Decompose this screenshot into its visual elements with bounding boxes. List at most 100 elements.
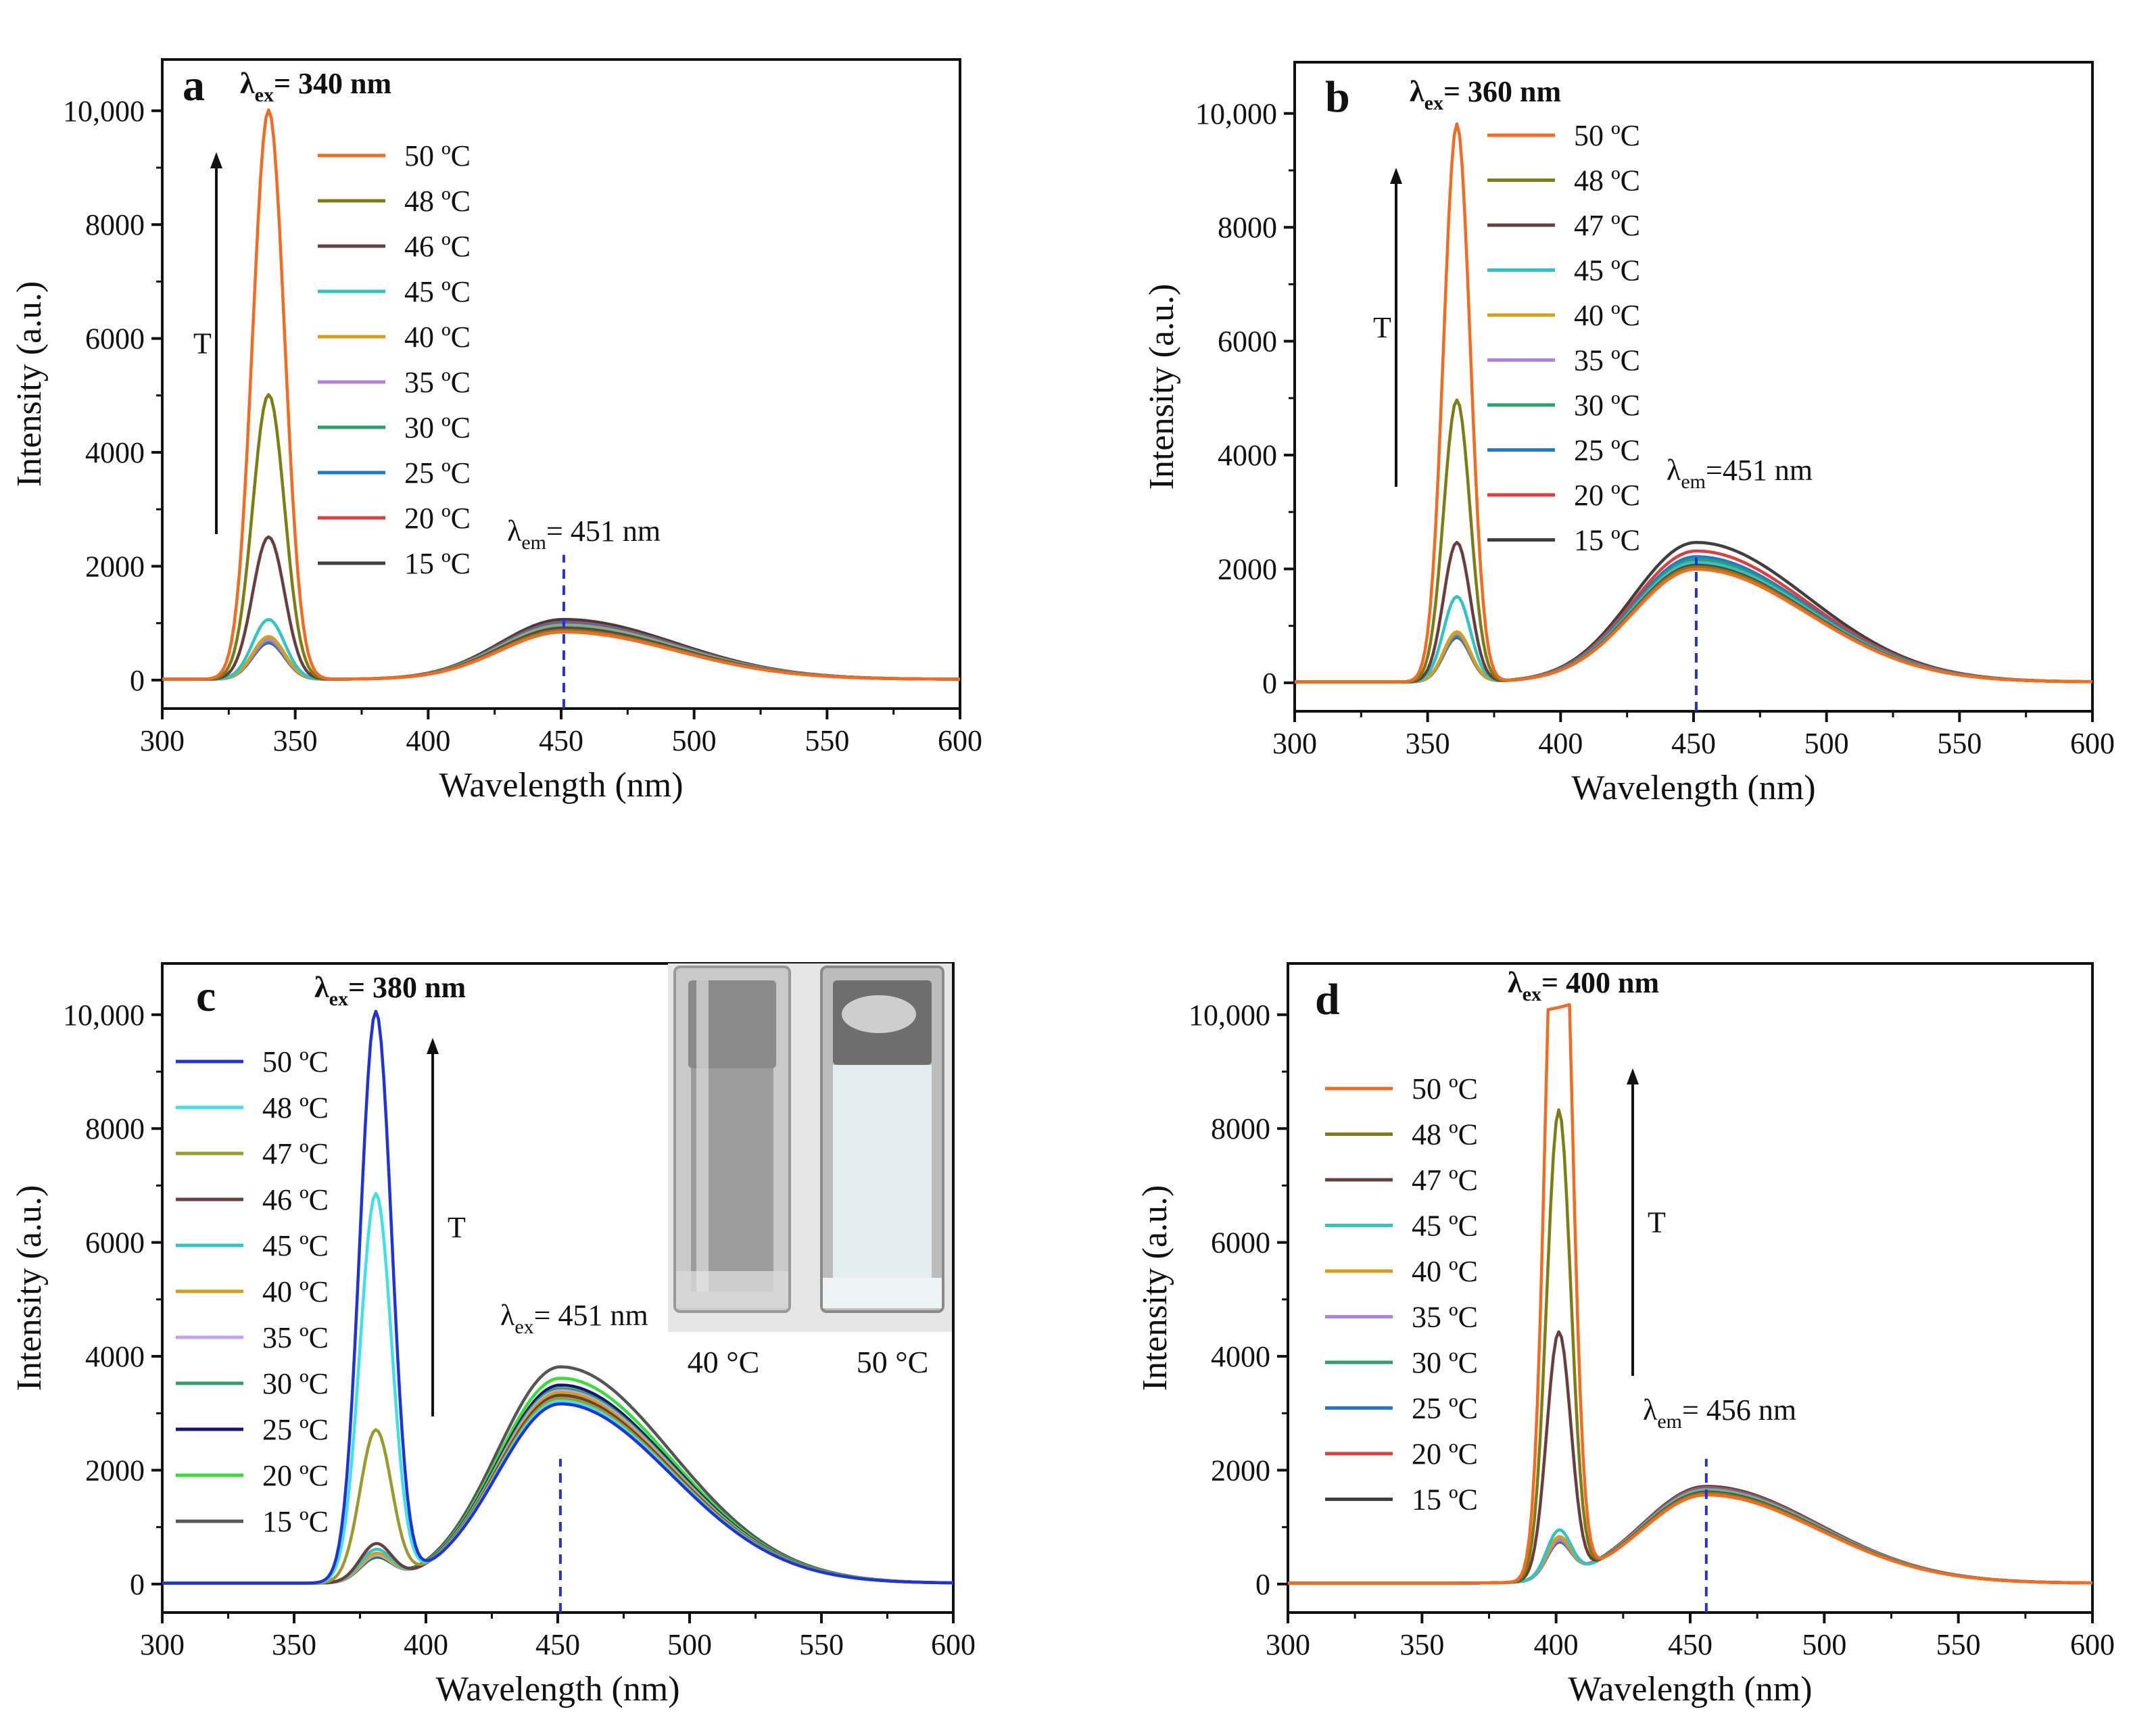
panel-d-series-25c-line (1288, 1487, 2092, 1585)
panel-a-legend-label: 48 ºC (404, 185, 471, 218)
panel-b-legend-label: 15 ºC (1574, 524, 1640, 557)
panel-c-legend-label: 20 ºC (262, 1459, 329, 1492)
panel-b-series-35c-line (1295, 560, 2092, 684)
panel-b-x-tick-label: 300 (1272, 727, 1317, 760)
panel-b-legend-label: 50 ºC (1574, 119, 1640, 152)
panel-c-x-tick-label: 300 (140, 1628, 185, 1661)
panel-c-legend-label: 35 ºC (262, 1321, 329, 1354)
panel-c-y-tick-label: 10,000 (63, 999, 145, 1032)
panel-a-legend-label: 46 ºC (404, 230, 471, 263)
panel-c-x-tick-label: 500 (667, 1628, 712, 1661)
panel-a-t-arrow-head (210, 152, 222, 168)
panel-d-x-axis-label: Wavelength (nm) (1568, 1670, 1812, 1709)
panel-a-legend-label: 15 ºC (404, 547, 471, 580)
panel-a-legend-label: 25 ºC (404, 456, 471, 490)
panel-c-x-tick-label: 600 (931, 1628, 976, 1661)
panel-d-series-30c-line (1288, 1487, 2092, 1585)
panel-b-x-tick-label: 550 (1937, 727, 1982, 760)
panel-c-y-axis-label: Intensity (a.u.) (10, 1185, 49, 1391)
cuvette-40c (673, 965, 791, 1313)
panel-c-t-arrow-label: T (448, 1211, 466, 1244)
panel-b-legend-label: 35 ºC (1574, 344, 1640, 377)
panel-a-y-tick-label: 4000 (85, 436, 145, 469)
panel-c-letter: c (196, 972, 216, 1021)
panel-d-y-tick-label: 8000 (1211, 1112, 1270, 1145)
panel-d-y-tick-label: 0 (1255, 1568, 1270, 1601)
panel-b-legend-label: 47 ºC (1574, 209, 1640, 242)
panel-d-legend-label: 50 ºC (1412, 1072, 1478, 1105)
panel-d-x-tick-label: 600 (2070, 1628, 2115, 1661)
panel-d-legend-label: 30 ºC (1412, 1346, 1478, 1379)
panel-b-curves (1295, 122, 2093, 684)
panel-b-y-tick-label: 8000 (1218, 211, 1277, 244)
panel-c-x-axis-label: Wavelength (nm) (435, 1670, 679, 1709)
panel-a-series-46c-line (162, 535, 960, 681)
panel-a-y-tick-label: 2000 (85, 550, 145, 583)
panel-b-x-tick-label: 400 (1538, 727, 1583, 760)
panel-a-letter: a (183, 61, 205, 110)
panel-d-t-arrow-label: T (1648, 1206, 1666, 1239)
panel-b-plot-frame (1293, 61, 2094, 713)
panel-b-x-tick-label: 350 (1406, 727, 1450, 760)
panel-b-legend-label: 40 ºC (1574, 299, 1640, 332)
panel-d-series-15c-line (1288, 1485, 2092, 1585)
panel-c-legend-label: 48 ºC (262, 1091, 329, 1124)
panel-d: 300 350 400 450 500 550 6000200040006000800010… (1136, 962, 2115, 1709)
panel-b-legend-label: 20 ºC (1574, 479, 1640, 512)
panel-d-x-tick-label: 350 (1399, 1628, 1444, 1661)
panel-d-legend-label: 48 ºC (1412, 1118, 1478, 1151)
panel-a-x-tick-label: 550 (805, 724, 849, 757)
panel-c-emission-label: λex= 451 nm (500, 1299, 648, 1338)
panel-c-legend-label: 30 ºC (262, 1367, 329, 1400)
panel-b-series-40c-line (1295, 563, 2092, 684)
panel-c-x-tick-label: 550 (799, 1628, 844, 1661)
panel-a-x-tick-label: 350 (273, 724, 318, 757)
panel-a-t-arrow-label: T (193, 327, 212, 360)
panel-b: 300 350 400 450 500 550 6000200040006000800010… (1143, 61, 2115, 807)
panel-b-y-tick-label: 0 (1262, 667, 1277, 700)
panel-b-legend-label: 25 ºC (1574, 434, 1640, 467)
panel-d-x-tick-label: 400 (1534, 1628, 1579, 1661)
panel-a: 300 350 400 450 500 550 6000200040006000800010… (10, 58, 982, 805)
panel-a-legend-label: 45 ºC (404, 275, 471, 308)
panel-b-y-tick-label: 10,000 (1195, 97, 1277, 130)
panel-a-x-tick-label: 600 (938, 724, 982, 757)
panel-b-letter: b (1325, 72, 1350, 122)
panel-c-y-tick-label: 6000 (85, 1226, 145, 1260)
panel-b-legend: 50 ºC 48 ºC 47 ºC 45 ºC 40 ºC 35 ºC 30 ºC 25 ºC… (1487, 119, 1640, 557)
panel-b-series-45c-line (1295, 560, 2092, 684)
panel-b-x-axis-label: Wavelength (nm) (1571, 769, 1815, 807)
panel-d-y-tick-label: 4000 (1211, 1340, 1270, 1373)
panel-a-emission-label: λem= 451 nm (507, 515, 661, 554)
inset-caption-40c: 40 °C (688, 1345, 760, 1379)
panel-d-curves (1288, 1003, 2093, 1585)
panel-b-series-50c-line (1295, 122, 2092, 684)
panel-d-x-tick-label: 450 (1668, 1628, 1712, 1661)
panel-a-legend-label: 35 ºC (404, 366, 471, 399)
panel-a-legend-label: 20 ºC (404, 502, 471, 535)
panel-a-x-tick-label: 450 (539, 724, 583, 757)
panel-d-x-tick-label: 550 (1936, 1628, 1981, 1661)
panel-d-legend: 50 ºC 48 ºC 47 ºC 45 ºC 40 ºC 35 ºC 30 ºC 25 ºC… (1325, 1072, 1478, 1517)
panel-c-legend-label: 40 ºC (262, 1275, 329, 1308)
panel-a-plot-frame (161, 58, 961, 710)
panel-b-emission-label: λem=451 nm (1667, 454, 1813, 493)
panel-c-x-tick-label: 450 (535, 1628, 580, 1661)
panel-b-excitation-label: λex= 360 nm (1410, 75, 1561, 114)
panel-d-x-tick-label: 500 (1802, 1628, 1846, 1661)
panel-d-excitation-label: λex= 400 nm (1508, 966, 1659, 1005)
panel-d-y-tick-label: 6000 (1211, 1226, 1270, 1260)
panel-d-t-arrow-head (1627, 1068, 1639, 1084)
panel-a-x-tick-label: 500 (672, 724, 717, 757)
panel-a-legend-label: 40 ºC (404, 320, 471, 354)
panel-b-x-tick-label: 450 (1671, 727, 1716, 760)
panel-b-x-tick-label: 500 (1804, 727, 1849, 760)
panel-d-legend-label: 47 ºC (1412, 1164, 1478, 1197)
panel-c-legend-label: 15 ºC (262, 1505, 329, 1538)
panel-a-x-tick-label: 300 (140, 724, 185, 757)
panel-a-legend-label: 50 ºC (404, 139, 471, 172)
panel-d-y-tick-label: 10,000 (1189, 999, 1270, 1032)
panel-b-legend-label: 30 ºC (1574, 389, 1640, 422)
panel-c-x-tick-label: 400 (404, 1628, 448, 1661)
